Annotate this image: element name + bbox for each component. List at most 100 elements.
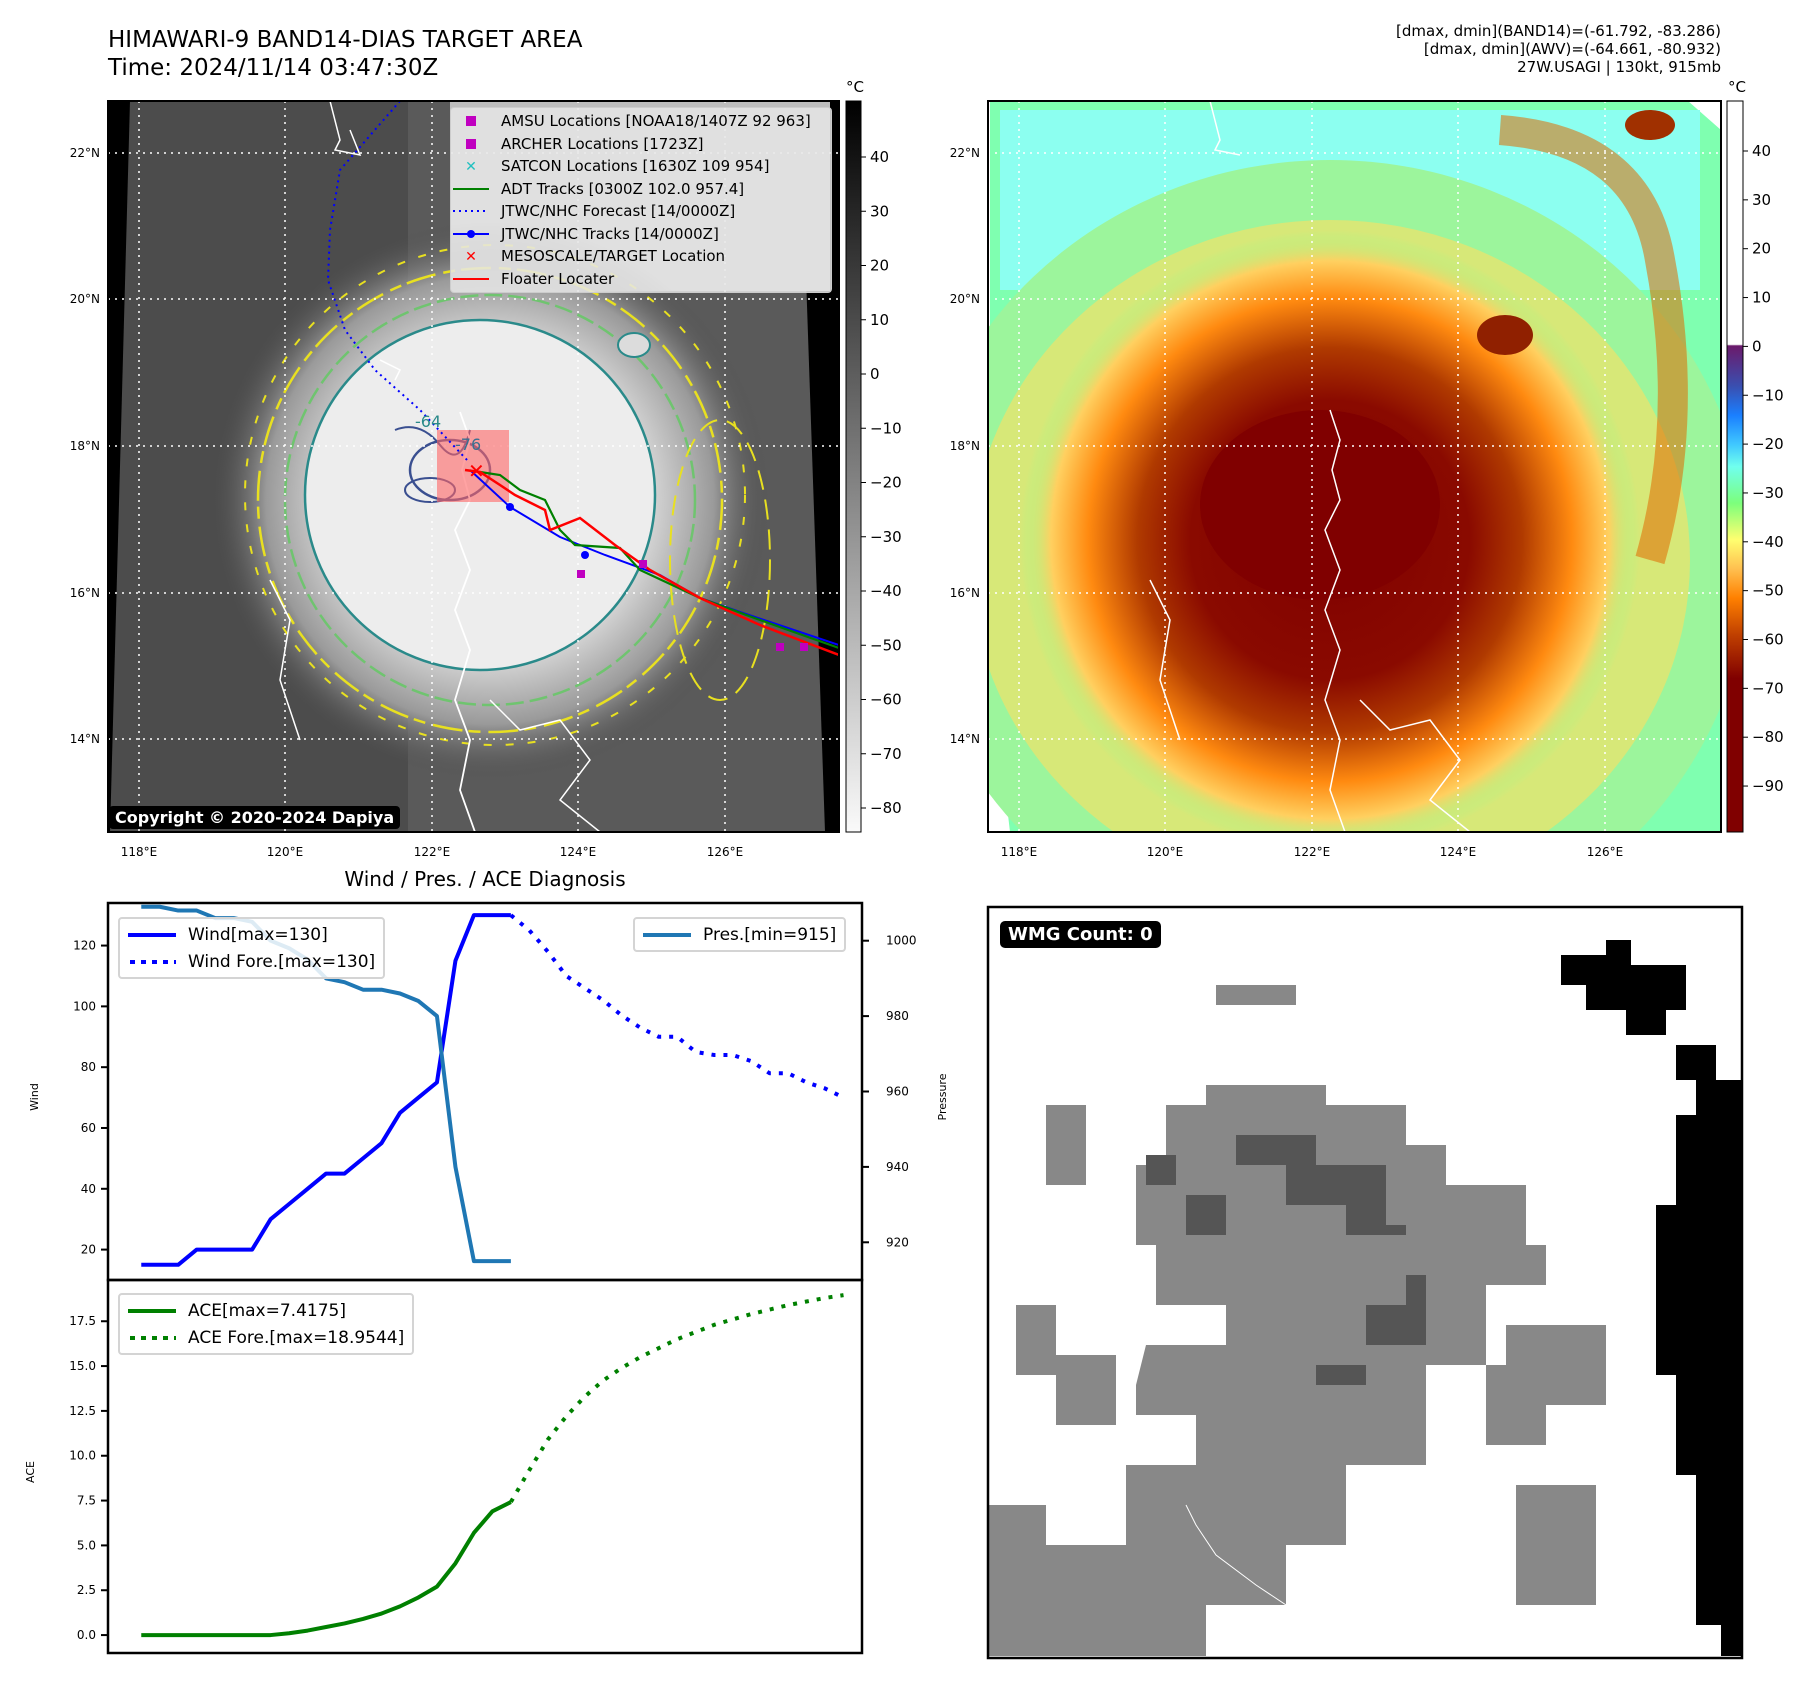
jtwc-track-point <box>506 503 514 511</box>
square-marker-icon <box>451 138 491 150</box>
wmg-dark-region <box>1146 1135 1426 1385</box>
lon-tick: 126°E <box>1587 845 1624 859</box>
colorbar-tick-label: 40 <box>870 148 889 166</box>
map-legend-label: AMSU Locations [NOAA18/1407Z 92 963] <box>501 112 811 131</box>
contour-label: -76 <box>455 435 481 454</box>
colorbar-tick-label: 40 <box>1752 142 1771 160</box>
lon-tick: 118°E <box>121 845 158 859</box>
copyright-label: Copyright © 2020-2024 Dapiya <box>109 806 401 829</box>
left-map-layer: ✕ -64 -76 22°N 20°N 18°N 16°N 14°N 118°E… <box>70 78 1784 891</box>
map-legend-label: JTWC/NHC Tracks [14/0000Z] <box>501 224 719 243</box>
diagnosis-chart-title: Wind / Pres. / ACE Diagnosis <box>344 867 625 891</box>
lat-tick: 18°N <box>950 439 980 453</box>
floater-locater-track <box>464 468 839 657</box>
legend-item-pressure: Pres.[min=915] <box>643 924 837 945</box>
right-map-frame <box>987 100 1722 833</box>
lon-tick: 126°E <box>707 845 744 859</box>
diagnosis-charts: Wind Pressure ACE 20 40 60 80 100 120 920 940 96… <box>24 901 949 1655</box>
y2-tick-label: 940 <box>886 1160 909 1174</box>
colorbar-tick-label: 20 <box>1752 240 1771 258</box>
series-ace-fore <box>509 1293 844 1504</box>
left-colorbar <box>845 100 862 833</box>
wmg-panel <box>986 905 1744 1660</box>
map-legend-label: JTWC/NHC Forecast [14/0000Z] <box>501 202 736 221</box>
wmg-gray-region <box>988 985 1606 1656</box>
right-colorbar <box>1726 100 1744 833</box>
amsu-marker <box>800 643 808 651</box>
map-legend-item: ARCHER Locations [1723Z] <box>451 133 831 156</box>
ace-chart: 0.0 2.5 5.0 7.5 10.0 12.5 15.0 17.5 <box>69 1293 844 1642</box>
colorbar-tick-label: −60 <box>870 691 902 709</box>
left-colorbar-ticks: 40 30 20 10 0 −10 −20 −30 −40 −50 −60 −70 −80 <box>861 148 902 817</box>
colorbar-tick-label: 10 <box>1752 289 1771 307</box>
y-tick-label: 7.5 <box>77 1494 96 1508</box>
svg-text:✕: ✕ <box>465 159 477 173</box>
title-time: Time: 2024/11/14 03:47:30Z <box>108 55 439 81</box>
lat-tick: 20°N <box>950 292 980 306</box>
y-tick-label: 17.5 <box>69 1314 96 1328</box>
lat-tick: 22°N <box>950 146 980 160</box>
wind-legend: Wind[max=130] Wind Fore.[max=130] <box>118 917 386 979</box>
solid-line-icon <box>451 186 491 192</box>
colorbar-tick-label: −80 <box>1752 728 1784 746</box>
colorbar-tick-label: 20 <box>870 257 889 275</box>
y-tick-label: 40 <box>81 1182 96 1196</box>
lat-tick: 14°N <box>950 732 980 746</box>
lon-tick: 124°E <box>1440 845 1477 859</box>
wmg-count-badge: WMG Count: 0 <box>1000 921 1161 948</box>
x-marker-icon: ✕ <box>451 159 491 173</box>
left-map-frame <box>107 100 840 833</box>
colorbar-tick-label: −90 <box>1752 777 1784 795</box>
map-legend-item: Floater Locater <box>451 268 831 291</box>
right-map-lon-ticks: 118°E 120°E 122°E 124°E 126°E <box>1001 845 1624 859</box>
right-map-lat-ticks: 22°N 20°N 18°N 16°N 14°N <box>950 146 980 746</box>
map-legend-item: AMSU Locations [NOAA18/1407Z 92 963] <box>451 110 831 133</box>
jtwc-forecast-track <box>326 101 468 461</box>
lon-tick: 120°E <box>1147 845 1184 859</box>
solid-line-icon <box>451 276 491 282</box>
colorbar-tick-label: 30 <box>1752 191 1771 209</box>
map-legend-item: ✕ MESOSCALE/TARGET Location <box>451 245 831 268</box>
series-wind <box>141 913 511 1267</box>
y2-tick-label: 980 <box>886 1009 909 1023</box>
map-legend-label: ADT Tracks [0300Z 102.0 957.4] <box>501 179 745 198</box>
right-colorbar-ticks: 40 30 20 10 0 −10 −20 −30 −40 −50 −60 −70 −80 −90 <box>1743 142 1784 795</box>
amsu-marker <box>776 643 784 651</box>
y-tick-label: 80 <box>81 1060 96 1074</box>
map-legend-label: MESOSCALE/TARGET Location <box>501 247 726 266</box>
map-legend-label: ARCHER Locations [1723Z] <box>501 134 704 153</box>
colorbar-tick-label: −10 <box>870 419 902 437</box>
lon-tick: 124°E <box>560 845 597 859</box>
wmg-frame <box>986 905 1744 1660</box>
map-legend-label: Floater Locater <box>501 269 615 288</box>
y-tick-label: 0.0 <box>77 1628 96 1642</box>
x-marker-icon: ✕ <box>451 249 491 263</box>
svg-text:✕: ✕ <box>465 249 477 263</box>
figure-title: HIMAWARI-9 BAND14-DIAS TARGET AREA Time: … <box>108 26 582 82</box>
y-tick-label: 60 <box>81 1121 96 1135</box>
info-band14: [dmax, dmin](BAND14)=(-61.792, -83.286) <box>1396 22 1721 40</box>
map-legend-item: ✕ SATCON Locations [1630Z 109 954] <box>451 155 831 178</box>
legend-item-ace: ACE[max=7.4175] <box>128 1300 346 1321</box>
jtwc-track-point <box>581 551 589 559</box>
colorbar-tick-label: 10 <box>870 311 889 329</box>
lon-tick: 122°E <box>1294 845 1331 859</box>
colorbar-tick-label: −20 <box>870 474 902 492</box>
y-tick-label: 100 <box>73 999 96 1013</box>
legend-item-ace-forecast: ACE Fore.[max=18.9544] <box>130 1327 405 1348</box>
colorbar-tick-label: −10 <box>1752 386 1784 404</box>
lat-tick: 18°N <box>70 439 100 453</box>
y2-tick-label: 920 <box>886 1235 909 1249</box>
y2-tick-label: 1000 <box>886 934 917 948</box>
figure-info: [dmax, dmin](BAND14)=(-61.792, -83.286)[… <box>1396 22 1721 76</box>
contour-label: -64 <box>415 412 441 431</box>
y-tick-label: 12.5 <box>69 1404 96 1418</box>
lat-tick: 20°N <box>70 292 100 306</box>
y-tick-label: 120 <box>73 939 96 953</box>
archer-marker <box>577 570 585 578</box>
colorbar-tick-label: −70 <box>1752 679 1784 697</box>
amsu-marker <box>639 560 647 568</box>
y-tick-label: 10.0 <box>69 1449 96 1463</box>
map-legend-label: SATCON Locations [1630Z 109 954] <box>501 157 770 176</box>
lat-tick: 16°N <box>950 586 980 600</box>
